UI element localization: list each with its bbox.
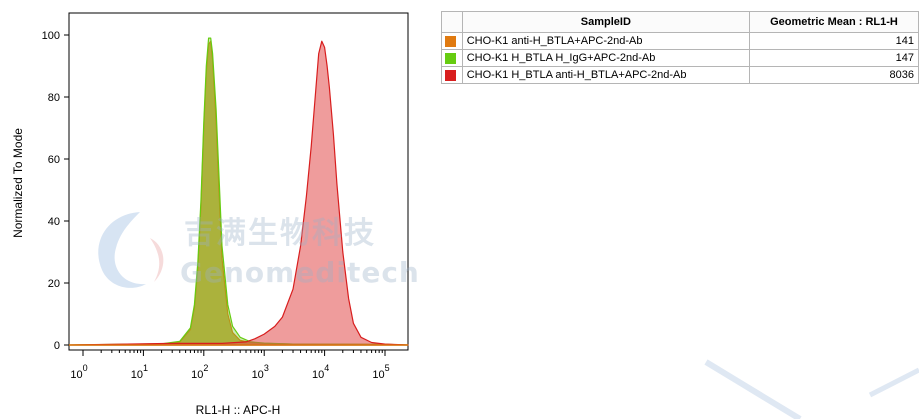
legend-table: SampleID Geometric Mean : RL1-H CHO-K1 a… xyxy=(441,11,919,84)
legend-geo-mean: 8036 xyxy=(749,66,919,84)
legend-swatch xyxy=(445,35,456,47)
y-axis: 0 20 40 60 80 100 xyxy=(42,30,69,352)
x-tick-base: 10 xyxy=(312,369,324,381)
plot-frame xyxy=(68,12,409,351)
y-tick-label: 0 xyxy=(54,340,60,352)
x-tick-base: 10 xyxy=(191,369,203,381)
legend-row: CHO-K1 H_BTLA anti-H_BTLA+APC-2nd-Ab 803… xyxy=(441,66,919,84)
legend-sample-name: CHO-K1 H_BTLA anti-H_BTLA+APC-2nd-Ab xyxy=(461,66,751,84)
series-fills xyxy=(68,37,409,346)
x-tick-exponent: 3 xyxy=(264,363,269,373)
x-tick-label: 101 xyxy=(131,363,148,381)
decorative-line xyxy=(704,359,802,419)
x-tick-base: 10 xyxy=(372,369,384,381)
y-tick-label: 100 xyxy=(42,30,60,42)
y-tick-label: 80 xyxy=(48,92,60,104)
x-tick-label: 103 xyxy=(252,363,269,381)
x-tick-base: 10 xyxy=(252,369,264,381)
x-tick-exponent: 0 xyxy=(83,363,88,373)
legend-swatch xyxy=(445,52,456,64)
x-tick-exponent: 4 xyxy=(324,363,329,373)
y-tick-label: 40 xyxy=(48,216,60,228)
legend-header-row: SampleID Geometric Mean : RL1-H xyxy=(441,11,919,33)
y-tick-label: 60 xyxy=(48,154,60,166)
x-tick-base: 10 xyxy=(70,369,82,381)
decorative-line xyxy=(868,367,919,398)
x-tick-label: 102 xyxy=(191,363,208,381)
x-tick-label: 104 xyxy=(312,363,329,381)
x-axis-label: RL1-H :: APC-H xyxy=(196,403,281,417)
series-area-3 xyxy=(68,40,409,346)
x-tick-exponent: 1 xyxy=(143,363,148,373)
x-tick-exponent: 2 xyxy=(203,363,208,373)
legend-swatch xyxy=(445,69,456,81)
x-tick-exponent: 5 xyxy=(385,363,390,373)
x-tick-label: 100 xyxy=(70,363,87,381)
x-tick-label: 105 xyxy=(372,363,389,381)
y-tick-label: 20 xyxy=(48,278,60,290)
y-axis-label: Normalized To Mode xyxy=(11,128,25,238)
legend-geo-mean: 141 xyxy=(749,32,919,50)
legend-header-geo-mean: Geometric Mean : RL1-H xyxy=(749,11,919,33)
x-tick-base: 10 xyxy=(131,369,143,381)
